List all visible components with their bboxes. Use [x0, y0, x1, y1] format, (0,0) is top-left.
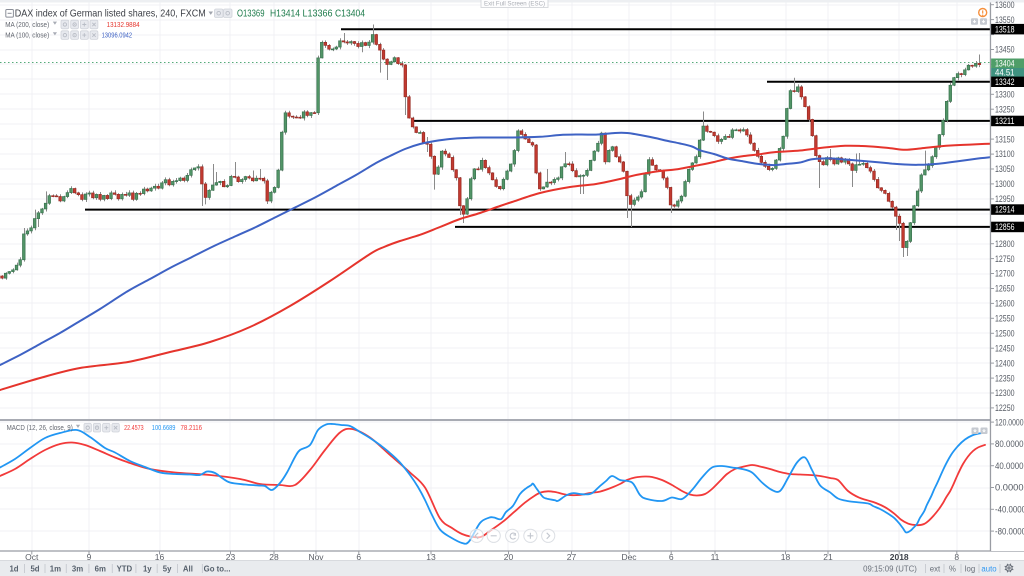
svg-text:13300: 13300	[995, 90, 1015, 100]
svg-text:YTD: YTD	[117, 565, 133, 574]
svg-text:12250: 12250	[995, 403, 1015, 413]
svg-text:12500: 12500	[995, 329, 1015, 339]
svg-text:1d: 1d	[9, 565, 18, 574]
svg-text:20: 20	[504, 552, 514, 562]
svg-text:28: 28	[269, 552, 279, 562]
svg-text:13518: 13518	[995, 24, 1015, 34]
svg-text:22.4573: 22.4573	[124, 423, 144, 432]
svg-text:C13404: C13404	[335, 9, 365, 20]
svg-text:13600: 13600	[995, 0, 1015, 10]
svg-text:12856: 12856	[995, 222, 1015, 232]
svg-text:1y: 1y	[143, 565, 152, 574]
svg-text:16: 16	[155, 552, 165, 562]
svg-text:40.0000: 40.0000	[995, 461, 1024, 471]
svg-text:MA (100, close): MA (100, close)	[5, 31, 49, 40]
svg-text:78.2116: 78.2116	[181, 423, 203, 432]
svg-text:9: 9	[87, 552, 92, 562]
svg-text:100.6689: 100.6689	[152, 423, 176, 432]
svg-text:120.0000: 120.0000	[995, 417, 1024, 427]
svg-text:09:15:09 (UTC): 09:15:09 (UTC)	[863, 565, 917, 574]
svg-text:Oct: Oct	[25, 552, 39, 562]
svg-text:6m: 6m	[95, 565, 106, 574]
svg-text:8: 8	[954, 552, 959, 562]
svg-text:5y: 5y	[163, 565, 172, 574]
svg-text:23: 23	[226, 552, 236, 562]
svg-text:12450: 12450	[995, 343, 1015, 353]
svg-text:12750: 12750	[995, 254, 1015, 264]
svg-text:13: 13	[426, 552, 436, 562]
svg-text:3m: 3m	[72, 565, 83, 574]
svg-text:13211: 13211	[995, 116, 1015, 126]
svg-text:12350: 12350	[995, 373, 1015, 383]
svg-text:6: 6	[356, 552, 361, 562]
svg-text:-40.0000: -40.0000	[995, 505, 1024, 515]
svg-text:12950: 12950	[995, 194, 1015, 204]
svg-text:MA (200, close): MA (200, close)	[5, 20, 49, 29]
svg-text:13404: 13404	[995, 58, 1015, 68]
svg-text:auto: auto	[981, 565, 997, 574]
svg-text:All: All	[183, 565, 193, 574]
svg-text:ext: ext	[930, 565, 941, 574]
svg-text:6: 6	[669, 552, 674, 562]
svg-text:12400: 12400	[995, 358, 1015, 368]
svg-text:13100: 13100	[995, 149, 1015, 159]
svg-text:44.51: 44.51	[995, 67, 1015, 77]
svg-text:MACD (12, 26, close, 9): MACD (12, 26, close, 9)	[7, 423, 74, 432]
svg-text:13050: 13050	[995, 164, 1015, 174]
svg-text:Dec: Dec	[621, 552, 637, 562]
svg-text:12914: 12914	[995, 205, 1015, 215]
svg-text:H13414: H13414	[270, 9, 300, 20]
svg-text:12300: 12300	[995, 388, 1015, 398]
svg-text:12600: 12600	[995, 299, 1015, 309]
svg-text:11: 11	[711, 552, 720, 562]
svg-text:13342: 13342	[995, 77, 1015, 87]
svg-text:13450: 13450	[995, 45, 1015, 55]
svg-text:12800: 12800	[995, 239, 1015, 249]
svg-text:13096.0942: 13096.0942	[102, 31, 133, 40]
svg-text:0.0000: 0.0000	[995, 483, 1024, 493]
svg-text:Nov: Nov	[308, 552, 324, 562]
svg-text:12550: 12550	[995, 314, 1015, 324]
svg-text:-80.0000: -80.0000	[995, 526, 1024, 536]
svg-text:L13366: L13366	[303, 9, 333, 20]
svg-text:21: 21	[823, 552, 833, 562]
svg-text:Exit Full Screen (ESC): Exit Full Screen (ESC)	[484, 1, 545, 8]
svg-text:%: %	[949, 565, 956, 574]
svg-text:12650: 12650	[995, 284, 1015, 294]
svg-text:13550: 13550	[995, 15, 1015, 25]
svg-text:80.0000: 80.0000	[995, 439, 1024, 449]
svg-text:27: 27	[567, 552, 577, 562]
svg-text:1m: 1m	[50, 565, 61, 574]
svg-text:13250: 13250	[995, 104, 1015, 114]
svg-text:Go to...: Go to...	[204, 565, 231, 574]
svg-text:18: 18	[781, 552, 791, 562]
svg-text:5d: 5d	[30, 565, 39, 574]
svg-text:DAX index of German listed sha: DAX index of German listed shares, 240, …	[15, 7, 206, 19]
svg-text:13150: 13150	[995, 134, 1015, 144]
svg-text:13000: 13000	[995, 179, 1015, 189]
svg-text:log: log	[965, 565, 975, 574]
svg-text:13132.9884: 13132.9884	[107, 20, 140, 29]
svg-text:12700: 12700	[995, 269, 1015, 279]
svg-text:2018: 2018	[890, 552, 909, 562]
svg-text:O13369: O13369	[237, 9, 265, 20]
